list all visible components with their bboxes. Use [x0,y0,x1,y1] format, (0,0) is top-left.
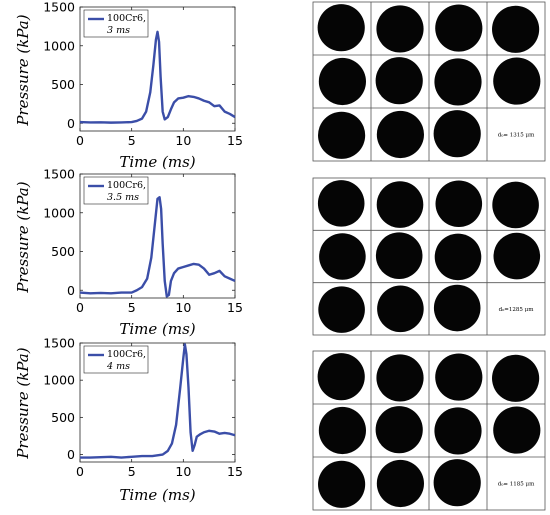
diameter-note: d₀=1285 μm [499,307,535,313]
particle-disc [318,286,365,333]
series-line [80,343,236,459]
chart-2: 0 5 10 15 0 500 1000 1500 Time (ms) Pressure (kPa… [14,167,243,339]
particle-disc [492,181,539,229]
chart-3: 0 5 10 15 0 500 1000 1500 Time (ms) Pressure (kPa… [14,336,243,505]
y-tick-label: 0 [67,447,75,462]
particle-disc [434,58,482,106]
particle-disc [434,407,482,455]
x-axis-label: Time (ms) [119,486,195,504]
particle-disc [433,110,481,158]
particle-disc [317,353,365,401]
y-tick-label: 1500 [43,0,75,15]
series-line [79,196,236,298]
particle-disc [492,354,540,402]
chart-1: 0 5 10 15 0 500 1000 1500 Time (ms) Pressure (kPa… [14,0,243,171]
x-tick-label: 15 [227,300,243,315]
y-axis-label: Pressure (kPa) [14,347,32,459]
x-tick-label: 0 [76,133,84,148]
legend-box [83,9,149,38]
x-tick-label: 5 [128,133,136,148]
y-tick-label: 500 [51,410,75,425]
x-axis-label: Time (ms) [119,153,195,171]
x-tick-label: 15 [227,464,243,479]
legend: 100Cr6,4 ms [83,345,149,374]
legend: 100Cr6,3.5 ms [83,176,149,205]
x-tick-label: 0 [76,300,84,315]
series-line [79,30,236,124]
particle-panel-3: d₀= 1185 μm [312,350,546,511]
particle-disc [376,354,424,402]
particle-disc [376,5,424,53]
legend-entry-line2: 4 ms [106,361,130,372]
particle-disc [435,4,483,52]
particle-disc [376,459,424,508]
legend-entry-line2: 3 ms [107,25,130,36]
particle-disc [375,57,423,105]
particle-disc [433,459,481,507]
plot-area [79,342,236,463]
particle-panel-1: d₀= 1315 μm [312,1,546,162]
x-tick-label: 5 [128,300,136,315]
particle-disc [375,406,423,454]
particle-disc [318,460,366,508]
particle-disc [376,181,424,228]
legend-entry-line1: 100Cr6, [107,180,146,191]
legend-box [83,176,149,205]
particle-disc [318,406,366,455]
x-tick-label: 5 [128,464,136,479]
particle-disc [433,284,481,332]
legend: 100Cr6,3 ms [83,9,149,38]
y-axis-label: Pressure (kPa) [14,181,32,293]
particle-disc [435,353,483,401]
particle-disc [493,232,541,280]
x-tick-label: 10 [175,464,191,479]
particle-disc [435,180,483,228]
legend-entry-line1: 100Cr6, [107,13,146,24]
particle-disc [317,180,365,227]
legend-entry-line1: 100Cr6, [107,349,146,360]
diameter-note: d₀= 1185 μm [498,482,535,488]
x-tick-label: 15 [227,133,243,148]
y-tick-label: 1000 [43,373,75,388]
particle-disc [493,406,541,454]
y-tick-label: 1500 [43,167,75,182]
diameter-note: d₀= 1315 μm [498,133,535,139]
y-tick-label: 500 [51,244,75,259]
particle-disc [318,57,366,106]
particle-disc [376,110,424,159]
legend-entry-line2: 3.5 ms [107,192,139,203]
particle-disc [317,4,365,52]
y-tick-label: 1000 [43,38,75,53]
plot-area [79,6,236,132]
y-axis-label: Pressure (kPa) [14,14,32,126]
y-tick-label: 1500 [43,336,75,351]
particle-panel-2: d₀=1285 μm [312,177,546,336]
y-tick-label: 1000 [43,205,75,220]
x-axis-label: Time (ms) [119,320,195,338]
particle-disc [318,111,366,159]
x-tick-label: 0 [76,464,84,479]
y-tick-label: 0 [67,283,75,298]
x-tick-label: 10 [175,300,191,315]
y-tick-label: 0 [67,116,75,131]
x-tick-label: 10 [175,133,191,148]
particle-disc [319,233,366,280]
particle-disc [375,232,423,279]
particle-disc [434,233,482,281]
legend-box [83,345,149,374]
particle-disc [492,5,540,53]
plot-area [79,173,236,299]
y-tick-label: 500 [51,77,75,92]
particle-disc [493,57,541,105]
particle-disc [377,285,424,333]
